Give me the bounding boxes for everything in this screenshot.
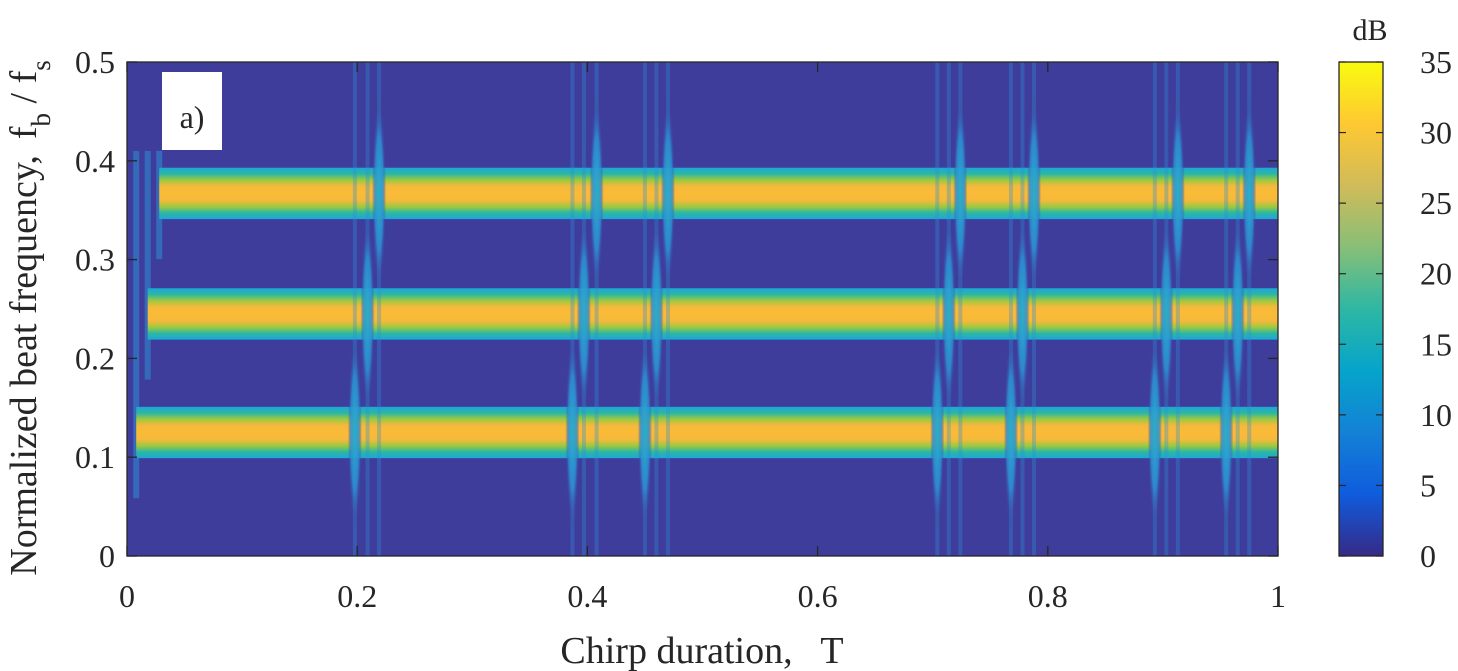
y-axis-label-main: Normalized beat frequency, [3, 155, 45, 576]
spike-1-7 [1219, 337, 1234, 528]
x-tick-label: 1 [1270, 578, 1286, 614]
x-tick-label: 0.8 [1028, 578, 1068, 614]
x-tick-label: 0.2 [337, 578, 377, 614]
panel-label-box: a) [162, 72, 222, 150]
colorbar-tick-label: 5 [1420, 467, 1436, 503]
plot-frame [126, 61, 1279, 557]
spike-3-1-streak [377, 62, 382, 556]
y-axis-symbol-f2: f [3, 70, 45, 83]
spike-1-4-streak [935, 62, 940, 556]
y-axis-symbol-sub-s: s [26, 60, 56, 71]
spike-1-6-streak [1152, 62, 1157, 556]
spike-1-5-streak [1008, 62, 1013, 556]
spike-1-2-streak [570, 62, 575, 556]
y-axis-symbol-slash: / [3, 83, 45, 113]
spike-3-4 [953, 98, 968, 289]
spike-3-7-streak [1247, 62, 1252, 556]
spike-3-6 [1170, 98, 1185, 289]
spike-1-6 [1147, 337, 1162, 528]
band-1 [136, 406, 1278, 459]
spike-3-2-streak [594, 62, 599, 556]
y-tick-label: 0 [99, 538, 115, 574]
spike-1-1-streak [352, 62, 357, 556]
colorbar-tick-label: 25 [1420, 185, 1452, 221]
spike-3-7 [1242, 98, 1257, 289]
band-3 [159, 167, 1278, 220]
x-tick-label: 0.6 [798, 578, 838, 614]
colorbar-tick-label: 35 [1420, 44, 1452, 80]
spike-3-2 [589, 98, 604, 289]
spike-1-1 [347, 337, 362, 528]
y-axis-label: Normalized beat frequency,fb / fs [3, 60, 56, 576]
spike-3-1 [372, 98, 387, 289]
colorbar-gradient [1338, 61, 1384, 557]
x-axis-label: Chirp duration, T [560, 630, 843, 671]
colorbar-tick-label: 30 [1420, 115, 1452, 151]
band-2 [147, 288, 1278, 340]
spike-1-4 [930, 337, 945, 528]
colorbar-tick-label: 15 [1420, 326, 1452, 362]
colorbar-title: dB [1352, 14, 1387, 47]
colorbar-tick-label: 10 [1420, 397, 1452, 433]
y-tick-labels: 0 0.1 0.2 0.3 0.4 0.5 [75, 44, 115, 574]
spike-3-4-streak [958, 62, 963, 556]
spike-1-3 [637, 337, 652, 528]
y-tick-label: 0.1 [75, 439, 115, 475]
x-tick-label: 0 [119, 578, 135, 614]
spike-1-5 [1003, 337, 1018, 528]
y-axis-symbol-sub-b: b [26, 113, 56, 127]
y-tick-label: 0.3 [75, 242, 115, 278]
spike-2-1 [360, 218, 375, 409]
y-axis-symbol-f: f [3, 126, 45, 139]
spike-3-5-streak [1031, 62, 1036, 556]
spike-2-6 [1159, 218, 1174, 409]
spike-1-2 [565, 337, 580, 528]
spike-2-4 [941, 218, 956, 409]
spike-2-3 [649, 218, 664, 409]
y-tick-label: 0.4 [75, 143, 115, 179]
y-tick-label: 0.2 [75, 340, 115, 376]
spike-2-2 [576, 218, 591, 409]
colorbar: dB 0 5 10 15 20 25 30 35 [1338, 14, 1452, 574]
spike-2-5 [1015, 218, 1030, 409]
plot-area [126, 61, 1279, 557]
y-tick-label: 0.5 [75, 44, 115, 80]
spike-1-3-streak [642, 62, 647, 556]
spike-2-7 [1230, 218, 1245, 409]
band-1-onset [133, 150, 140, 499]
colorbar-tick-label: 0 [1420, 538, 1436, 574]
x-tick-labels: 0 0.2 0.4 0.6 0.8 1 [119, 578, 1286, 614]
spike-3-6-streak [1175, 62, 1180, 556]
spike-3-3 [660, 98, 675, 289]
spike-3-3-streak [665, 62, 670, 556]
band-2-onset [144, 150, 151, 380]
spike-1-7-streak [1224, 62, 1229, 556]
colorbar-tick-label: 20 [1420, 256, 1452, 292]
panel-label: a) [180, 99, 205, 135]
x-tick-label: 0.4 [567, 578, 607, 614]
spike-3-5 [1026, 98, 1041, 289]
